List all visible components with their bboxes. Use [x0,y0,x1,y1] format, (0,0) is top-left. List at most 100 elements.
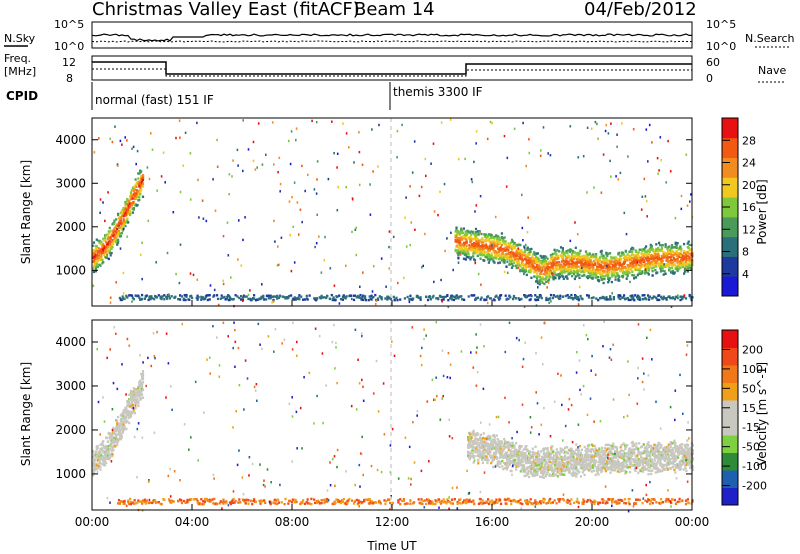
data-cell [548,459,551,463]
data-cell [568,469,571,473]
data-cell [619,261,622,265]
data-cell [616,145,618,148]
data-cell [293,296,296,299]
data-cell [124,136,126,139]
data-cell [502,256,505,260]
data-cell [461,230,464,233]
data-cell [507,257,510,260]
data-cell [493,435,496,439]
data-cell [162,151,165,154]
data-cell [563,260,566,263]
data-cell [592,253,595,256]
data-cell [686,204,689,207]
data-cell [141,293,144,297]
data-cell [520,468,523,471]
data-cell [536,260,539,264]
data-cell [257,122,260,125]
data-cell [482,248,485,252]
data-cell [95,464,98,467]
data-cell [163,294,166,297]
data-cell [607,266,610,269]
data-cell [473,233,477,236]
data-cell [338,302,341,305]
data-cell [560,465,563,469]
data-cell [463,298,466,301]
data-cell [94,450,97,454]
data-cell [646,256,650,260]
data-cell [116,422,119,425]
data-cell [572,456,575,459]
data-cell [354,228,357,231]
data-cell [609,296,612,299]
data-cell [575,443,578,446]
data-cell [95,448,98,451]
data-cell [216,165,219,168]
data-cell [105,249,108,252]
data-cell [607,276,610,279]
data-cell [552,294,555,297]
data-cell [333,152,335,155]
data-cell [482,452,485,455]
data-cell [102,201,104,204]
data-cell [497,296,500,299]
data-cell [120,232,123,235]
data-cell [546,461,549,464]
data-cell [647,252,650,256]
data-cell [552,456,555,459]
data-cell [522,267,525,270]
data-cell [208,298,211,301]
data-cell [609,266,612,269]
data-cell [657,246,660,250]
data-cell [651,259,654,263]
data-cell [569,125,572,128]
data-cell [556,249,559,252]
data-cell [132,298,135,301]
data-cell [501,441,504,444]
data-cell [554,466,558,469]
data-cell [93,458,96,462]
data-cell [141,378,145,381]
data-cell [217,303,220,307]
data-cell [581,274,584,278]
data-cell [260,295,263,299]
data-cell [569,250,572,254]
data-cell [105,233,109,236]
data-cell [688,256,691,259]
data-cell [679,266,682,269]
data-cell [461,231,465,235]
data-cell [479,298,482,301]
data-cell [232,159,234,162]
data-cell [498,237,501,240]
data-cell [101,447,104,450]
data-cell [99,443,102,446]
data-cell [138,198,141,202]
data-cell [330,293,333,297]
data-cell [690,193,692,196]
data-cell [510,262,514,266]
data-cell [131,300,133,303]
data-cell [212,178,214,181]
data-cell [315,299,318,302]
data-cell [576,258,579,261]
data-cell [502,247,505,250]
data-cell [236,295,239,298]
data-cell [274,240,276,243]
data-cell [632,262,635,266]
data-cell [138,183,141,186]
data-cell [634,250,638,253]
data-cell [552,278,555,281]
data-cell [529,450,532,454]
data-cell [587,294,590,297]
data-cell [543,452,546,456]
data-cell [588,267,591,270]
data-cell [659,136,662,139]
data-cell [500,294,503,297]
data-cell [339,298,343,301]
data-cell [139,385,142,388]
data-cell [355,253,358,257]
data-cell [244,216,246,219]
data-cell [648,265,651,269]
data-cell [481,456,484,459]
data-cell [109,137,111,140]
data-cell [278,295,282,298]
